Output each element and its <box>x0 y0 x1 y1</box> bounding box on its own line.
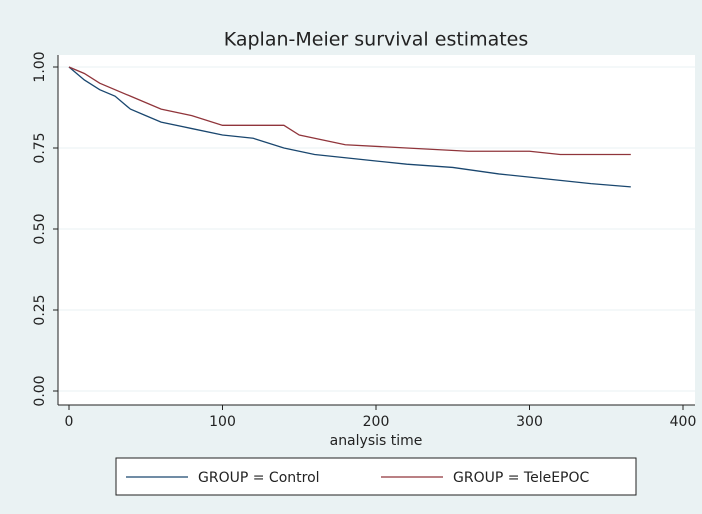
survival-line <box>68 66 631 188</box>
x-axis-label: analysis time <box>330 433 423 449</box>
y-tick-label: 1.00 <box>32 51 48 82</box>
legend-label: GROUP = TeleEPOC <box>453 470 590 486</box>
x-tick-label: 200 <box>363 414 390 430</box>
legend-label: GROUP = Control <box>198 470 320 486</box>
y-tick-label: 0.25 <box>32 294 48 325</box>
plot-area <box>58 55 695 405</box>
legend <box>115 457 637 496</box>
chart-title: Kaplan-Meier survival estimates <box>224 29 529 51</box>
x-tick-label: 0 <box>65 414 74 430</box>
y-tick-label: 0.00 <box>32 375 48 406</box>
y-tick-label: 0.50 <box>32 213 48 244</box>
x-tick-label: 100 <box>209 414 236 430</box>
survival-line <box>68 66 631 156</box>
x-tick-label: 400 <box>670 414 697 430</box>
y-tick-label: 0.75 <box>32 132 48 163</box>
x-tick-label: 300 <box>516 414 543 430</box>
